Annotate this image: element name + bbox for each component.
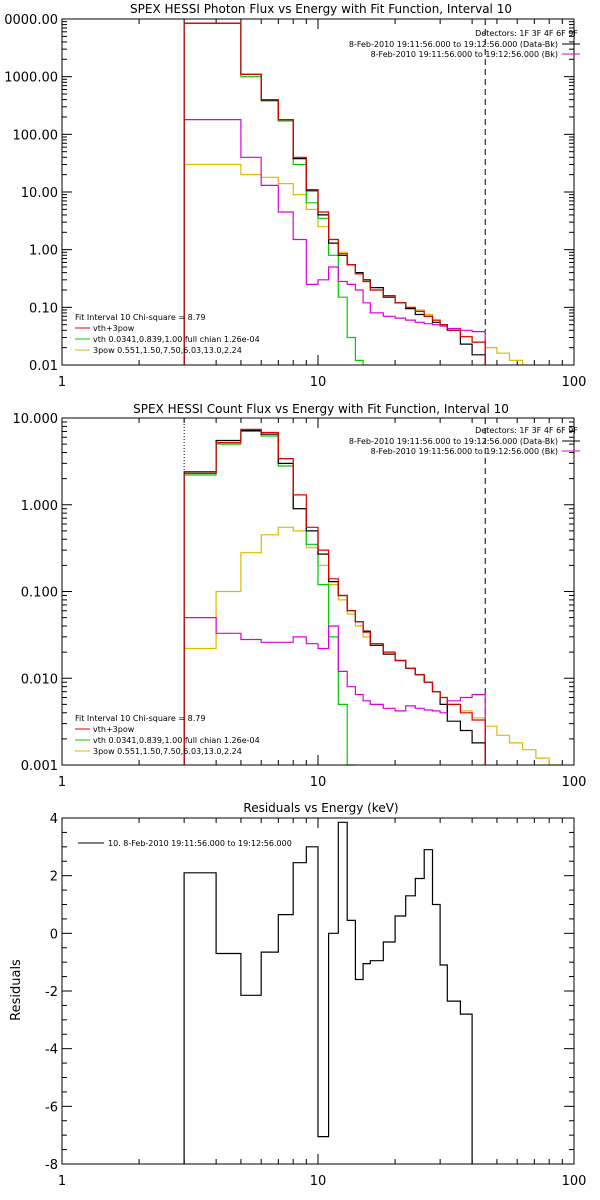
photon-flux-y-tick-label: 10.00 [21, 186, 58, 201]
residuals-title: Residuals vs Energy (keV) [243, 801, 398, 815]
count-flux-title: SPEX HESSI Count Flux vs Energy with Fit… [133, 402, 509, 416]
residuals-y-tick-label: -8 [45, 1158, 58, 1173]
count-flux-y-tick-label: 0.010 [21, 672, 58, 687]
residuals-x-tick-label: 100 [562, 1174, 587, 1189]
photon-flux-frame [61, 18, 575, 366]
photon-flux-y-tick-label: 1000.00 [4, 71, 58, 86]
count-flux-fit-header: Fit Interval 10 Chi-square = 8.79 [75, 714, 205, 723]
residuals-x-tick-label: 10 [310, 1174, 327, 1189]
residuals-y-tick-label: -4 [45, 1043, 58, 1058]
count-flux-y-tick-label: 0.100 [21, 586, 58, 601]
photon-flux-legend-total: vth+3pow [93, 324, 135, 333]
photon-flux-series-total_fit [183, 22, 486, 365]
count-flux-x-tick-label: 100 [562, 775, 587, 790]
photon-flux-legend-vth: vth 0.0341,0.839,1.00 full chian 1.26e-0… [93, 335, 260, 344]
count-flux-panel: SPEX HESSI Count Flux vs Energy with Fit… [13, 402, 587, 790]
count-flux-legend-vth: vth 0.0341,0.839,1.00 full chian 1.26e-0… [93, 736, 260, 745]
residuals-y-axis-label: Residuals [9, 959, 24, 1021]
count-flux-series-data [183, 429, 486, 765]
count-flux-legend-bk: 8-Feb-2010 19:11:56.000 to 19:12:56.000 … [371, 447, 558, 456]
photon-flux-panel: SPEX HESSI Photon Flux vs Energy with Fi… [4, 2, 586, 390]
photon-flux-y-tick-label: 0000.00 [4, 13, 58, 28]
photon-flux-x-tick-label: 1 [58, 375, 66, 390]
photon-flux-legend-3pow: 3pow 0.551,1.50,7.50,6.03,13.0,2.24 [93, 346, 242, 355]
count-flux-series-vth [183, 430, 356, 766]
photon-flux-y-tick-label: 1.00 [29, 244, 58, 259]
count-flux-x-tick-label: 1 [58, 775, 66, 790]
residuals-x-tick-label: 1 [58, 1174, 66, 1189]
count-flux-frame [61, 417, 575, 766]
residuals-y-tick-label: 0 [50, 927, 58, 942]
count-flux-detectors-label: Detectors: 1F 3F 4F 6F 9F [475, 426, 578, 435]
count-flux-series-threepow [183, 526, 563, 766]
count-flux-y-tick-label: 10.000 [13, 412, 59, 427]
residuals-y-tick-label: 4 [50, 812, 58, 827]
count-flux-x-tick-label: 10 [310, 775, 327, 790]
photon-flux-detectors-label: Detectors: 1F 3F 4F 6F 9F [475, 29, 578, 38]
residuals-series-data [183, 821, 473, 1164]
count-flux-legend-3pow: 3pow 0.551,1.50,7.50,6.03,13.0,2.24 [93, 747, 242, 756]
photon-flux-title: SPEX HESSI Photon Flux vs Energy with Fi… [130, 2, 512, 16]
count-flux-y-tick-label: 1.000 [21, 499, 58, 514]
residuals-y-tick-label: 2 [50, 870, 58, 885]
photon-flux-legend-bk: 8-Feb-2010 19:11:56.000 to 19:12:56.000 … [371, 50, 558, 59]
count-flux-series-background [183, 617, 486, 765]
count-flux-legend-total: vth+3pow [93, 725, 135, 734]
photon-flux-y-tick-label: 0.01 [29, 359, 58, 374]
residuals-panel: Residuals vs Energy (keV) Residuals -8 -6… [9, 801, 586, 1189]
residuals-y-tick-label: -2 [45, 985, 58, 1000]
photon-flux-y-tick-label: 0.10 [29, 301, 58, 316]
photon-flux-legend-data: 8-Feb-2010 19:11:56.000 to 19:12:56.000 … [349, 40, 558, 49]
residuals-y-tick-label: -6 [45, 1100, 58, 1115]
count-flux-legend-data: 8-Feb-2010 19:11:56.000 to 19:12:56.000 … [349, 437, 558, 446]
photon-flux-y-tick-label: 100.00 [13, 128, 59, 143]
count-flux-series-total_fit [183, 428, 486, 765]
residuals-legend-entry: 10. 8-Feb-2010 19:11:56.000 to 19:12:56.… [108, 839, 292, 848]
count-flux-y-tick-label: 0.001 [21, 759, 58, 774]
photon-flux-series-vth [183, 22, 364, 365]
photon-flux-fit-header: Fit Interval 10 Chi-square = 8.79 [75, 313, 205, 322]
photon-flux-x-tick-label: 10 [310, 375, 327, 390]
residuals-frame [61, 817, 575, 1165]
photon-flux-x-tick-label: 100 [562, 375, 587, 390]
photon-flux-series-background [183, 119, 486, 365]
photon-flux-series-data [183, 22, 486, 365]
